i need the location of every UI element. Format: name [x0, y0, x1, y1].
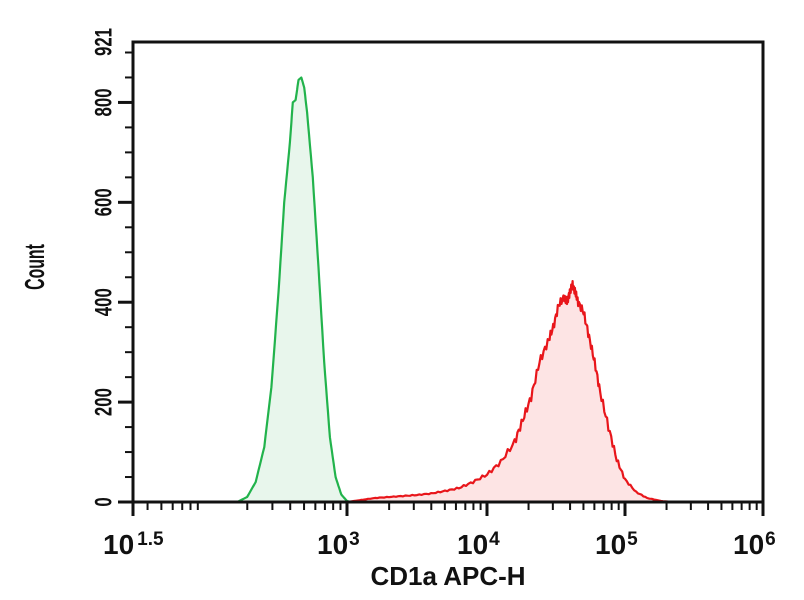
control-histogram-fill [237, 77, 352, 502]
control-histogram-line [236, 76, 352, 504]
x-axis: 10 1.5 103 104 105 106 [103, 502, 776, 560]
y-axis: 0 200 400 600 800 921 [91, 28, 133, 507]
plot-frame [131, 40, 765, 504]
x-tick-label: 105 [595, 529, 638, 560]
y-axis-title: Count [19, 244, 50, 290]
y-tick-label: 0 [91, 497, 118, 506]
x-tick-label: 104 [457, 529, 500, 560]
x-tick-label: 106 [733, 529, 776, 560]
x-tick-label: 10 1.5 [103, 529, 164, 560]
y-tick-label: 921 [91, 28, 118, 56]
y-tick-label: 400 [91, 288, 118, 316]
x-tick-label: 103 [317, 529, 360, 560]
series-layer [236, 76, 674, 504]
y-tick-label: 200 [91, 388, 118, 416]
y-tick-label: 800 [91, 88, 118, 116]
y-tick-label: 600 [91, 188, 118, 216]
cd1a-histogram-fill [347, 281, 674, 502]
x-axis-title: CD1a APC-H [370, 561, 525, 591]
cd1a-histogram-line [346, 280, 674, 504]
